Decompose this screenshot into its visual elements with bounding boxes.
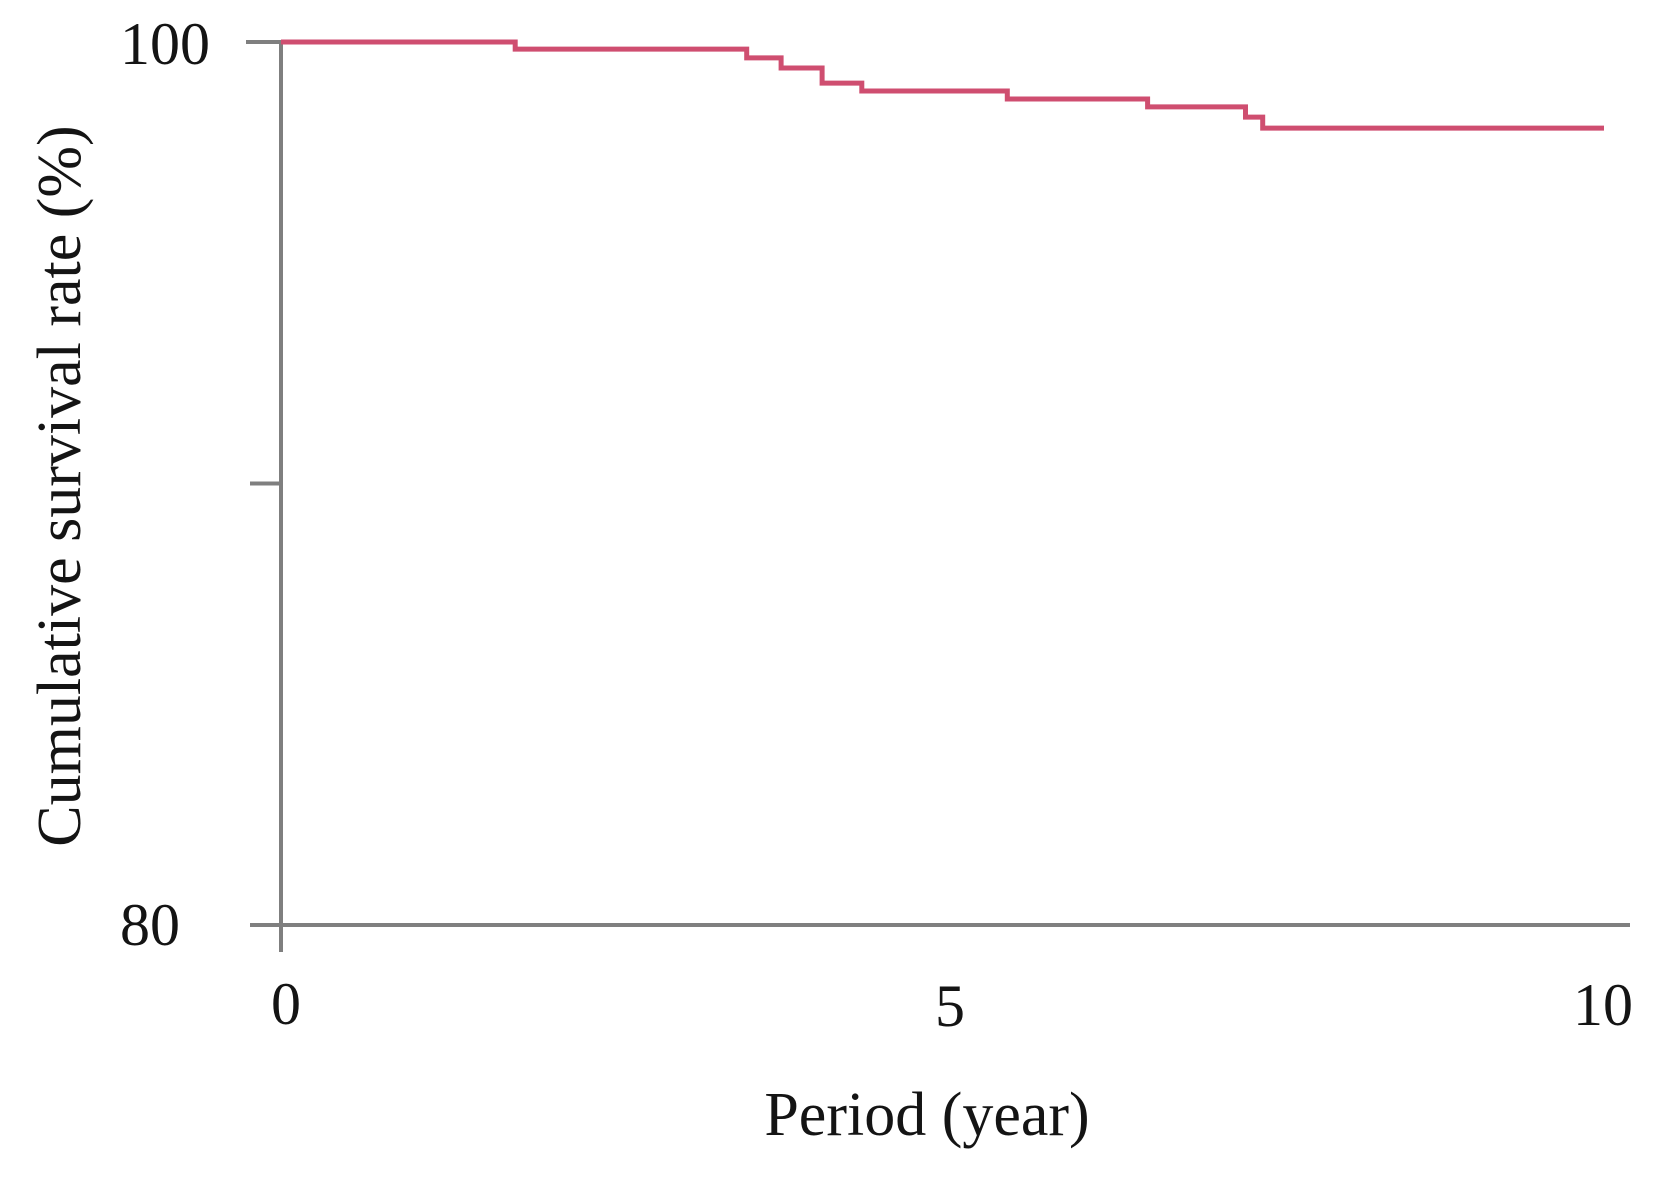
y-tick-label-80: 80: [120, 892, 180, 958]
x-axis-title: Period (year): [764, 1081, 1090, 1149]
survival-curve: [281, 39, 1604, 131]
x-tick-label-5: 5: [935, 973, 965, 1039]
y-axis-title: Cumulative survival rate (%): [26, 125, 94, 847]
x-tick-label-0: 0: [271, 971, 301, 1037]
y-tick-label-100: 100: [120, 11, 210, 77]
x-tick-label-10: 10: [1573, 972, 1633, 1038]
